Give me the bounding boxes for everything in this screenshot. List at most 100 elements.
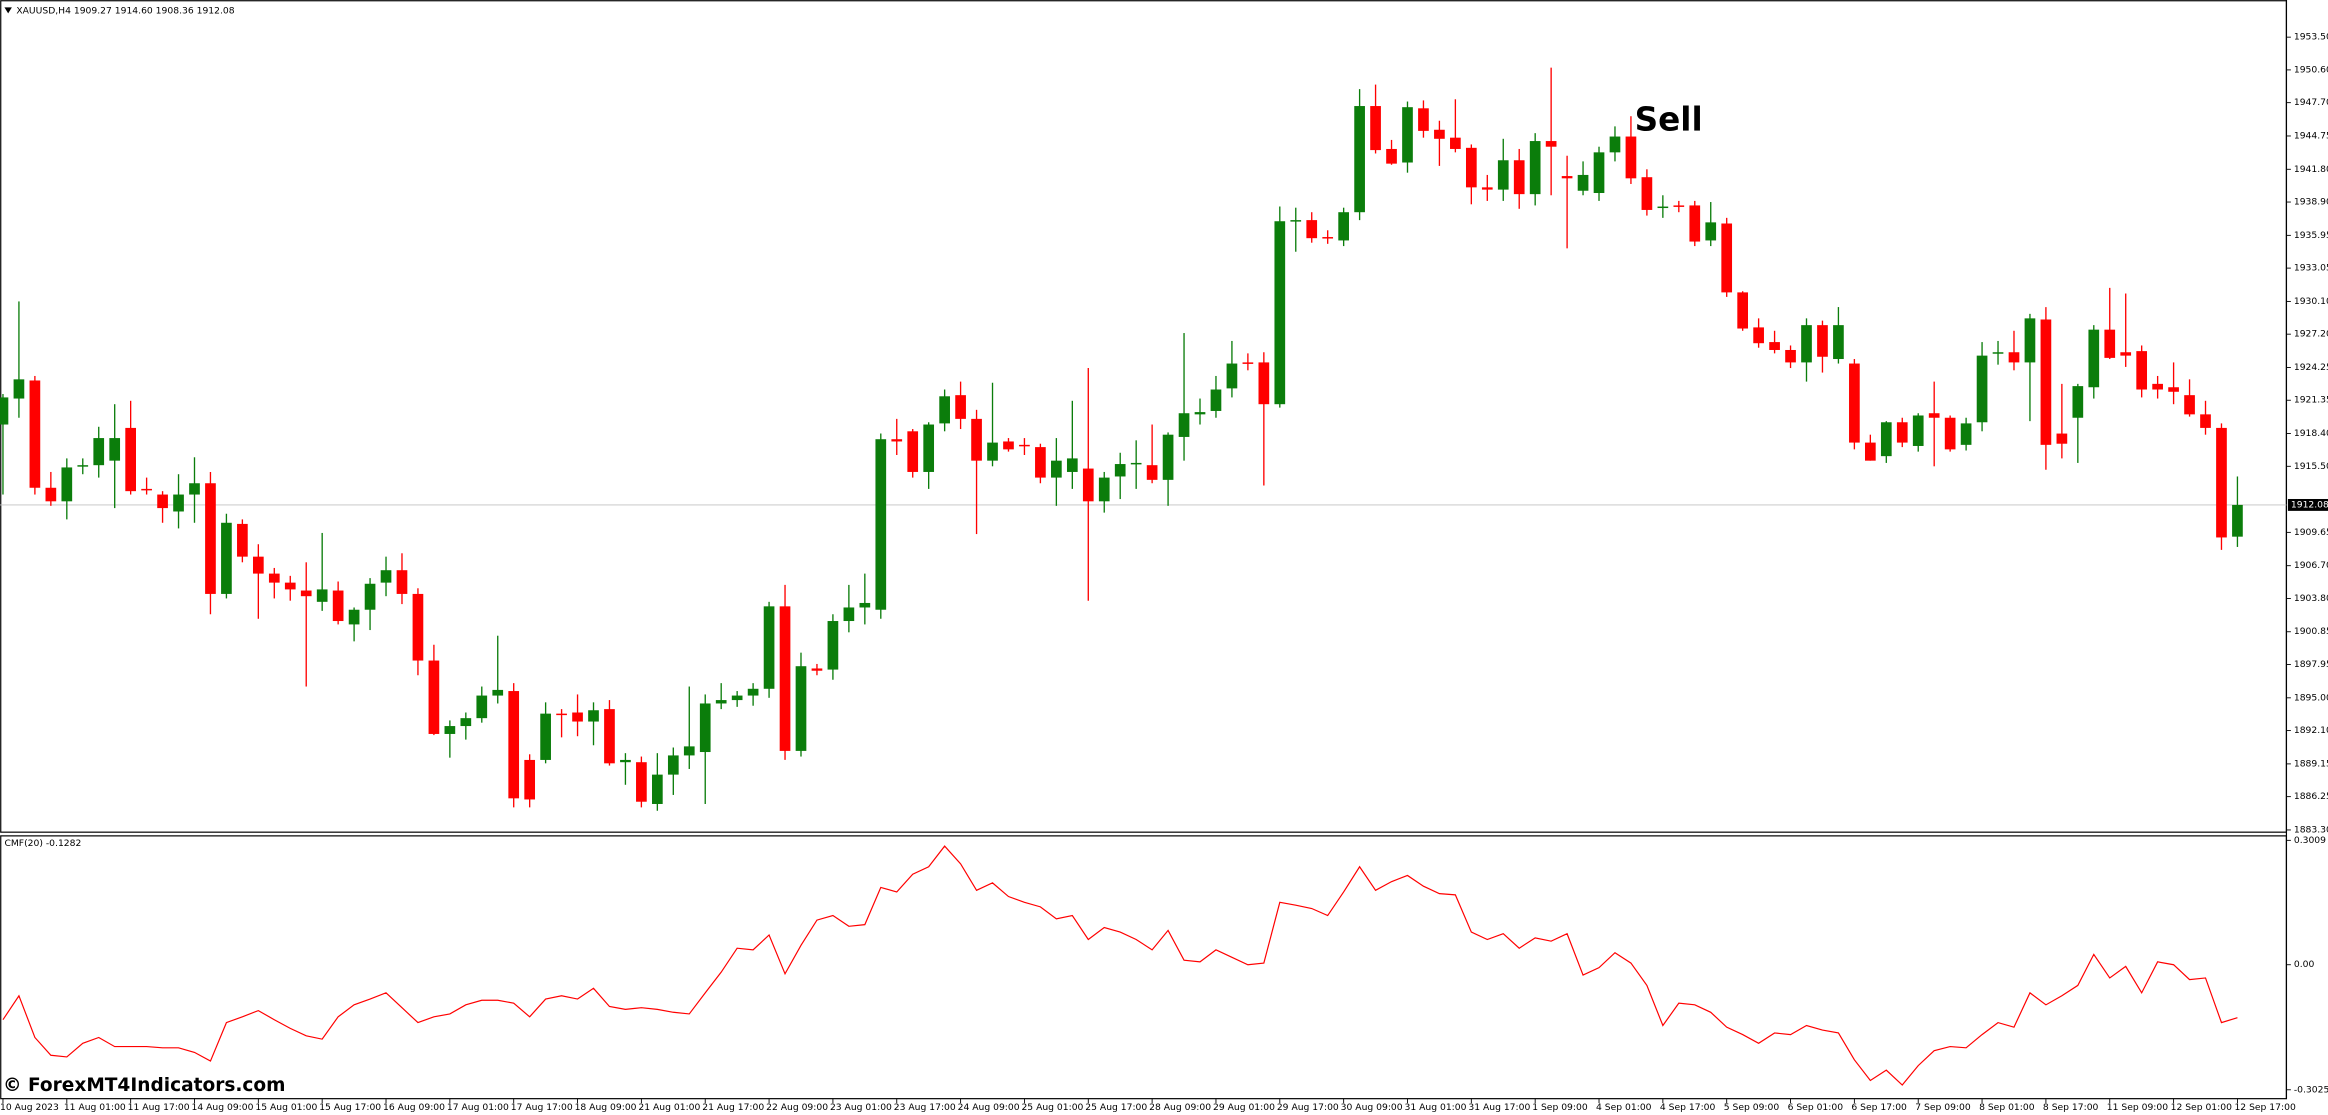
candle-body [2120,352,2132,356]
candle-body [556,713,567,716]
y-tick-label: 1897.95 [2294,659,2328,670]
candle-body [61,467,73,502]
y-tick-label: -0.3025 [2294,1084,2328,1095]
y-tick-label: 1947.70 [2294,97,2328,108]
candle-body [939,396,950,424]
x-tick-label: 29 Aug 01:00 [1213,1102,1275,1113]
y-tick-label: 1903.80 [2294,593,2328,604]
candle-body [1944,417,1956,450]
menu-arrow[interactable] [4,7,12,14]
candle-body [827,621,839,670]
candle-body [1370,106,1381,151]
candle-body [1625,136,1637,179]
x-tick-label: 4 Sep 01:00 [1596,1102,1652,1113]
x-tick-label: 10 Aug 2023 [0,1102,59,1113]
candle-body [1577,174,1589,191]
candle-body [1880,422,1892,457]
x-tick-label: 21 Aug 17:00 [702,1102,764,1113]
candle-body [1561,176,1573,179]
x-tick-label: 18 Aug 09:00 [575,1102,637,1113]
x-tick-label: 11 Aug 17:00 [128,1102,190,1113]
candle-body [1737,292,1749,329]
x-tick-label: 1 Sep 09:00 [1532,1102,1588,1113]
candle-body [252,556,264,574]
candle-body [508,691,520,799]
candle-body [1721,223,1733,293]
candle-body [1051,460,1062,478]
candle-body [971,418,982,461]
y-tick-label: 1941.80 [2294,164,2328,175]
x-tick-label: 28 Aug 09:00 [1149,1102,1211,1113]
candle-body [540,713,551,760]
candle-body [731,695,743,701]
candle-body [268,573,280,583]
x-tick-label: 6 Sep 01:00 [1788,1102,1844,1113]
y-tick-label: 1944.75 [2294,130,2328,141]
candle-body [1035,447,1046,478]
x-tick-label: 16 Aug 09:00 [383,1102,445,1113]
candle-body [1290,220,1302,222]
candle-body [1481,187,1493,190]
candle-body [667,755,679,775]
candle-body [77,465,89,467]
x-tick-label: 11 Aug 01:00 [64,1102,126,1113]
candle-body [1226,363,1238,389]
y-tick-label: 0.3009 [2294,835,2326,846]
candle-body [1785,349,1796,363]
candle-body [524,759,536,800]
x-tick-label: 4 Sep 17:00 [1660,1102,1716,1113]
candle-body [1545,141,1557,147]
x-tick-label: 23 Aug 01:00 [830,1102,892,1113]
indicator-line [2,845,2238,1086]
candle-body [987,442,998,461]
candle-body [1354,106,1365,213]
candle-body [2200,414,2211,428]
candle-body [2232,504,2243,537]
candle-body [284,582,296,590]
candle-body [1769,342,1780,350]
candle-body [13,379,25,399]
x-tick-label: 17 Aug 01:00 [447,1102,509,1113]
candle-body [460,718,472,727]
candle-body [795,666,807,751]
candle-body [2136,351,2148,390]
x-tick-label: 12 Sep 01:00 [2171,1102,2232,1113]
candle-body [955,395,966,419]
x-tick-label: 31 Aug 01:00 [1405,1102,1467,1113]
y-tick-label: 1930.10 [2294,296,2328,307]
candle-body [1609,136,1621,153]
x-tick-label: 7 Sep 09:00 [1915,1102,1971,1113]
x-tick-label: 17 Aug 17:00 [511,1102,573,1113]
candle-body [747,688,759,696]
candle-body [1386,148,1397,164]
candle-body [2072,386,2084,418]
candle-body [1162,434,1174,480]
x-tick-label: 15 Aug 17:00 [319,1102,381,1113]
candle-body [1210,389,1222,411]
candle-body [29,380,41,488]
x-tick-label: 24 Aug 09:00 [958,1102,1020,1113]
candle-body [1019,444,1030,447]
candle-body [1003,441,1014,450]
candle-body [316,589,328,602]
candle-body [428,660,440,734]
indicator-header: CMF(20) -0.1282 [4,838,81,849]
candle-body [859,602,871,608]
y-tick-label: 1953.50 [2294,32,2328,43]
y-tick-label: 1883.30 [2294,824,2328,835]
candle-body [588,710,599,722]
x-tick-label: 21 Aug 01:00 [638,1102,700,1113]
candle-body [683,746,695,756]
y-tick-label: 1906.70 [2294,560,2328,571]
candle-body [1912,415,1924,446]
candle-body [620,759,631,763]
candle-body [1306,220,1318,239]
candle-body [1529,141,1541,195]
x-tick-label: 22 Aug 09:00 [766,1102,828,1113]
candle-body [476,695,488,719]
candle-body [2056,433,2068,444]
candle-body [1497,160,1509,190]
candle-body [2024,318,2036,363]
x-tick-label: 30 Aug 09:00 [1341,1102,1403,1113]
